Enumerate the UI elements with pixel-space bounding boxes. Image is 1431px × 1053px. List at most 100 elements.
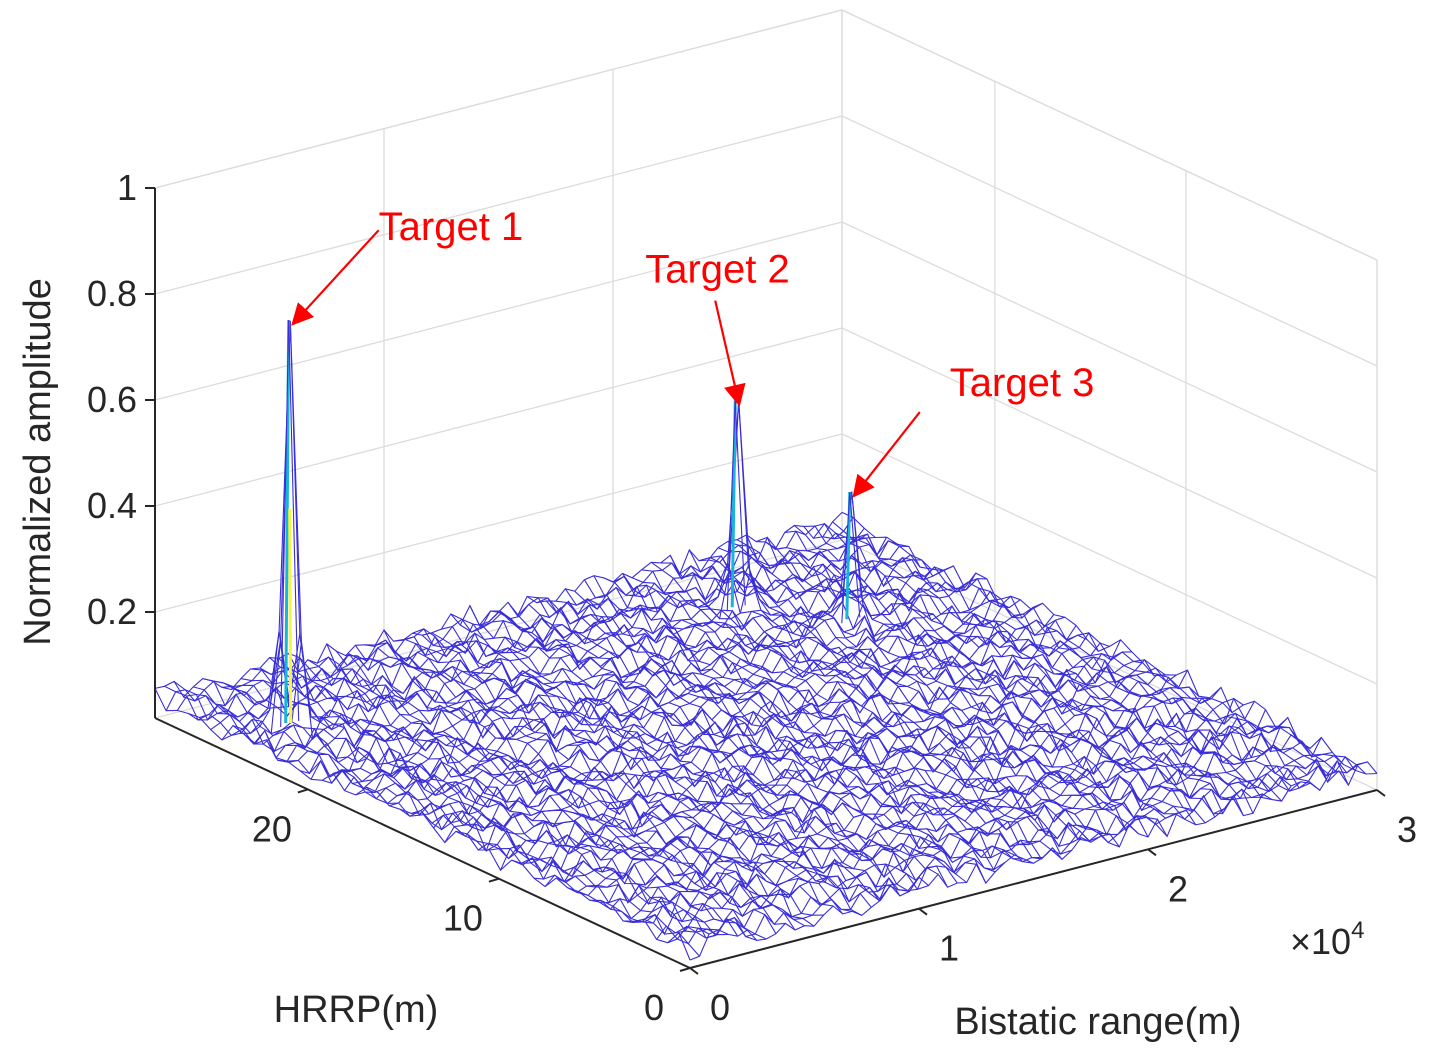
y-tick-mark bbox=[679, 967, 691, 972]
axes bbox=[154, 188, 1378, 969]
peak-2-edge bbox=[726, 400, 736, 612]
mesh-column bbox=[154, 688, 691, 961]
mesh-column bbox=[641, 569, 1177, 819]
mesh-column bbox=[212, 320, 748, 931]
x-tick-label: 1 bbox=[939, 928, 959, 969]
mesh-column bbox=[775, 547, 1311, 789]
x-tick-label: 0 bbox=[710, 987, 730, 1028]
z-tick-label: 0.2 bbox=[87, 591, 137, 632]
mesh-column bbox=[660, 400, 1196, 826]
x-multiplier-exponent: 4 bbox=[1351, 917, 1364, 944]
mesh-column bbox=[288, 652, 824, 916]
x-tick-label: 3 bbox=[1397, 809, 1417, 850]
mesh-column bbox=[364, 642, 901, 897]
peak-3-edge bbox=[849, 491, 861, 618]
z-tick-label: 0.6 bbox=[87, 379, 137, 420]
mesh-column bbox=[402, 636, 939, 882]
mesh-column bbox=[316, 656, 853, 912]
peak-1-highlight-high bbox=[288, 508, 293, 723]
peak-3-highlight bbox=[845, 491, 852, 620]
target-1-arrow bbox=[291, 229, 380, 326]
target-2-arrow bbox=[714, 300, 746, 407]
grid-line-side-z bbox=[841, 115, 1378, 367]
x-tick-label: 2 bbox=[1168, 868, 1188, 909]
mesh-column bbox=[498, 611, 1034, 864]
mesh-column bbox=[727, 541, 1263, 799]
mesh-column bbox=[345, 655, 882, 901]
tick-labels: 0 1 2 3 0 10 20 0.2 0.4 0.6 0.8 1 bbox=[87, 167, 1417, 1028]
mesh-column bbox=[193, 686, 729, 939]
mesh-column bbox=[469, 605, 1006, 871]
peak-1-edge bbox=[280, 320, 290, 727]
y-tick-label: 10 bbox=[443, 898, 483, 939]
target-1-label: Target 1 bbox=[379, 205, 524, 249]
mesh-column bbox=[259, 667, 796, 931]
y-axis-line bbox=[154, 717, 691, 969]
x-multiplier: ×104 bbox=[1290, 917, 1364, 962]
mesh-column bbox=[593, 575, 1130, 836]
z-tick-label: 0.8 bbox=[87, 273, 137, 314]
grid-line-side-z bbox=[841, 433, 1378, 685]
mesh-column bbox=[460, 624, 996, 873]
x-tick-mark bbox=[1376, 789, 1386, 797]
mesh-column bbox=[612, 575, 1149, 838]
mesh-column bbox=[679, 565, 1216, 818]
mesh-column bbox=[622, 573, 1158, 821]
mesh-column bbox=[507, 601, 1043, 859]
grid-panes bbox=[154, 9, 1378, 791]
mesh-column bbox=[717, 491, 1254, 814]
grid-line-back-z bbox=[154, 115, 843, 295]
x-axis-label: Bistatic range(m) bbox=[954, 1001, 1241, 1043]
x-tick-mark bbox=[689, 967, 699, 975]
mesh-column bbox=[326, 643, 863, 916]
mesh-column bbox=[478, 610, 1015, 859]
x-tick-mark bbox=[918, 907, 928, 916]
mesh-column bbox=[335, 650, 872, 908]
wireframe-mesh bbox=[154, 320, 1378, 961]
annotations: Target 1 Target 2 Target 3 bbox=[291, 205, 1095, 498]
target-3-label: Target 3 bbox=[950, 361, 1095, 405]
mesh-column bbox=[583, 579, 1120, 848]
z-axis-label: Normalized amplitude bbox=[17, 278, 59, 646]
mesh-column bbox=[803, 525, 1340, 783]
mesh-column bbox=[431, 632, 968, 883]
mesh-column bbox=[374, 639, 910, 892]
mesh-column bbox=[812, 522, 1349, 786]
mesh-column bbox=[393, 638, 929, 890]
mesh-column bbox=[650, 561, 1187, 815]
peak-2-edge bbox=[734, 400, 746, 606]
target-2-label: Target 2 bbox=[645, 248, 790, 292]
mesh-column bbox=[269, 657, 805, 927]
mesh-column bbox=[488, 610, 1025, 860]
mesh-column bbox=[421, 634, 958, 884]
mesh-column bbox=[746, 534, 1283, 802]
mesh-column bbox=[307, 659, 844, 915]
mesh-column bbox=[603, 577, 1139, 835]
mesh-row bbox=[466, 658, 1155, 852]
mesh-column bbox=[841, 511, 1378, 775]
mesh-column bbox=[240, 678, 777, 934]
y-tick-mark bbox=[297, 788, 309, 794]
y-tick-mark bbox=[488, 877, 500, 883]
mesh-column bbox=[221, 633, 757, 941]
mesh-column bbox=[736, 539, 1273, 801]
mesh-column bbox=[354, 644, 891, 902]
grid-line-back-z bbox=[154, 433, 843, 613]
x-tick-mark bbox=[1147, 848, 1157, 857]
mesh-row bbox=[433, 639, 1122, 829]
peak-2-highlight bbox=[730, 400, 737, 608]
y-axis-label: HRRP(m) bbox=[274, 989, 439, 1031]
grid-line-top bbox=[841, 9, 1378, 261]
mesh-column bbox=[450, 613, 987, 884]
mesh-column bbox=[231, 684, 767, 940]
mesh-column bbox=[545, 600, 1082, 847]
mesh-row bbox=[678, 759, 1367, 945]
mesh-column bbox=[555, 600, 1092, 843]
grid-line-side-z bbox=[841, 221, 1378, 473]
mesh-column bbox=[631, 577, 1168, 837]
target-3-arrow bbox=[852, 411, 921, 498]
mesh-row bbox=[232, 320, 921, 736]
mesh-column bbox=[183, 695, 719, 933]
mesh-column bbox=[688, 549, 1225, 815]
mesh-column bbox=[297, 667, 834, 907]
